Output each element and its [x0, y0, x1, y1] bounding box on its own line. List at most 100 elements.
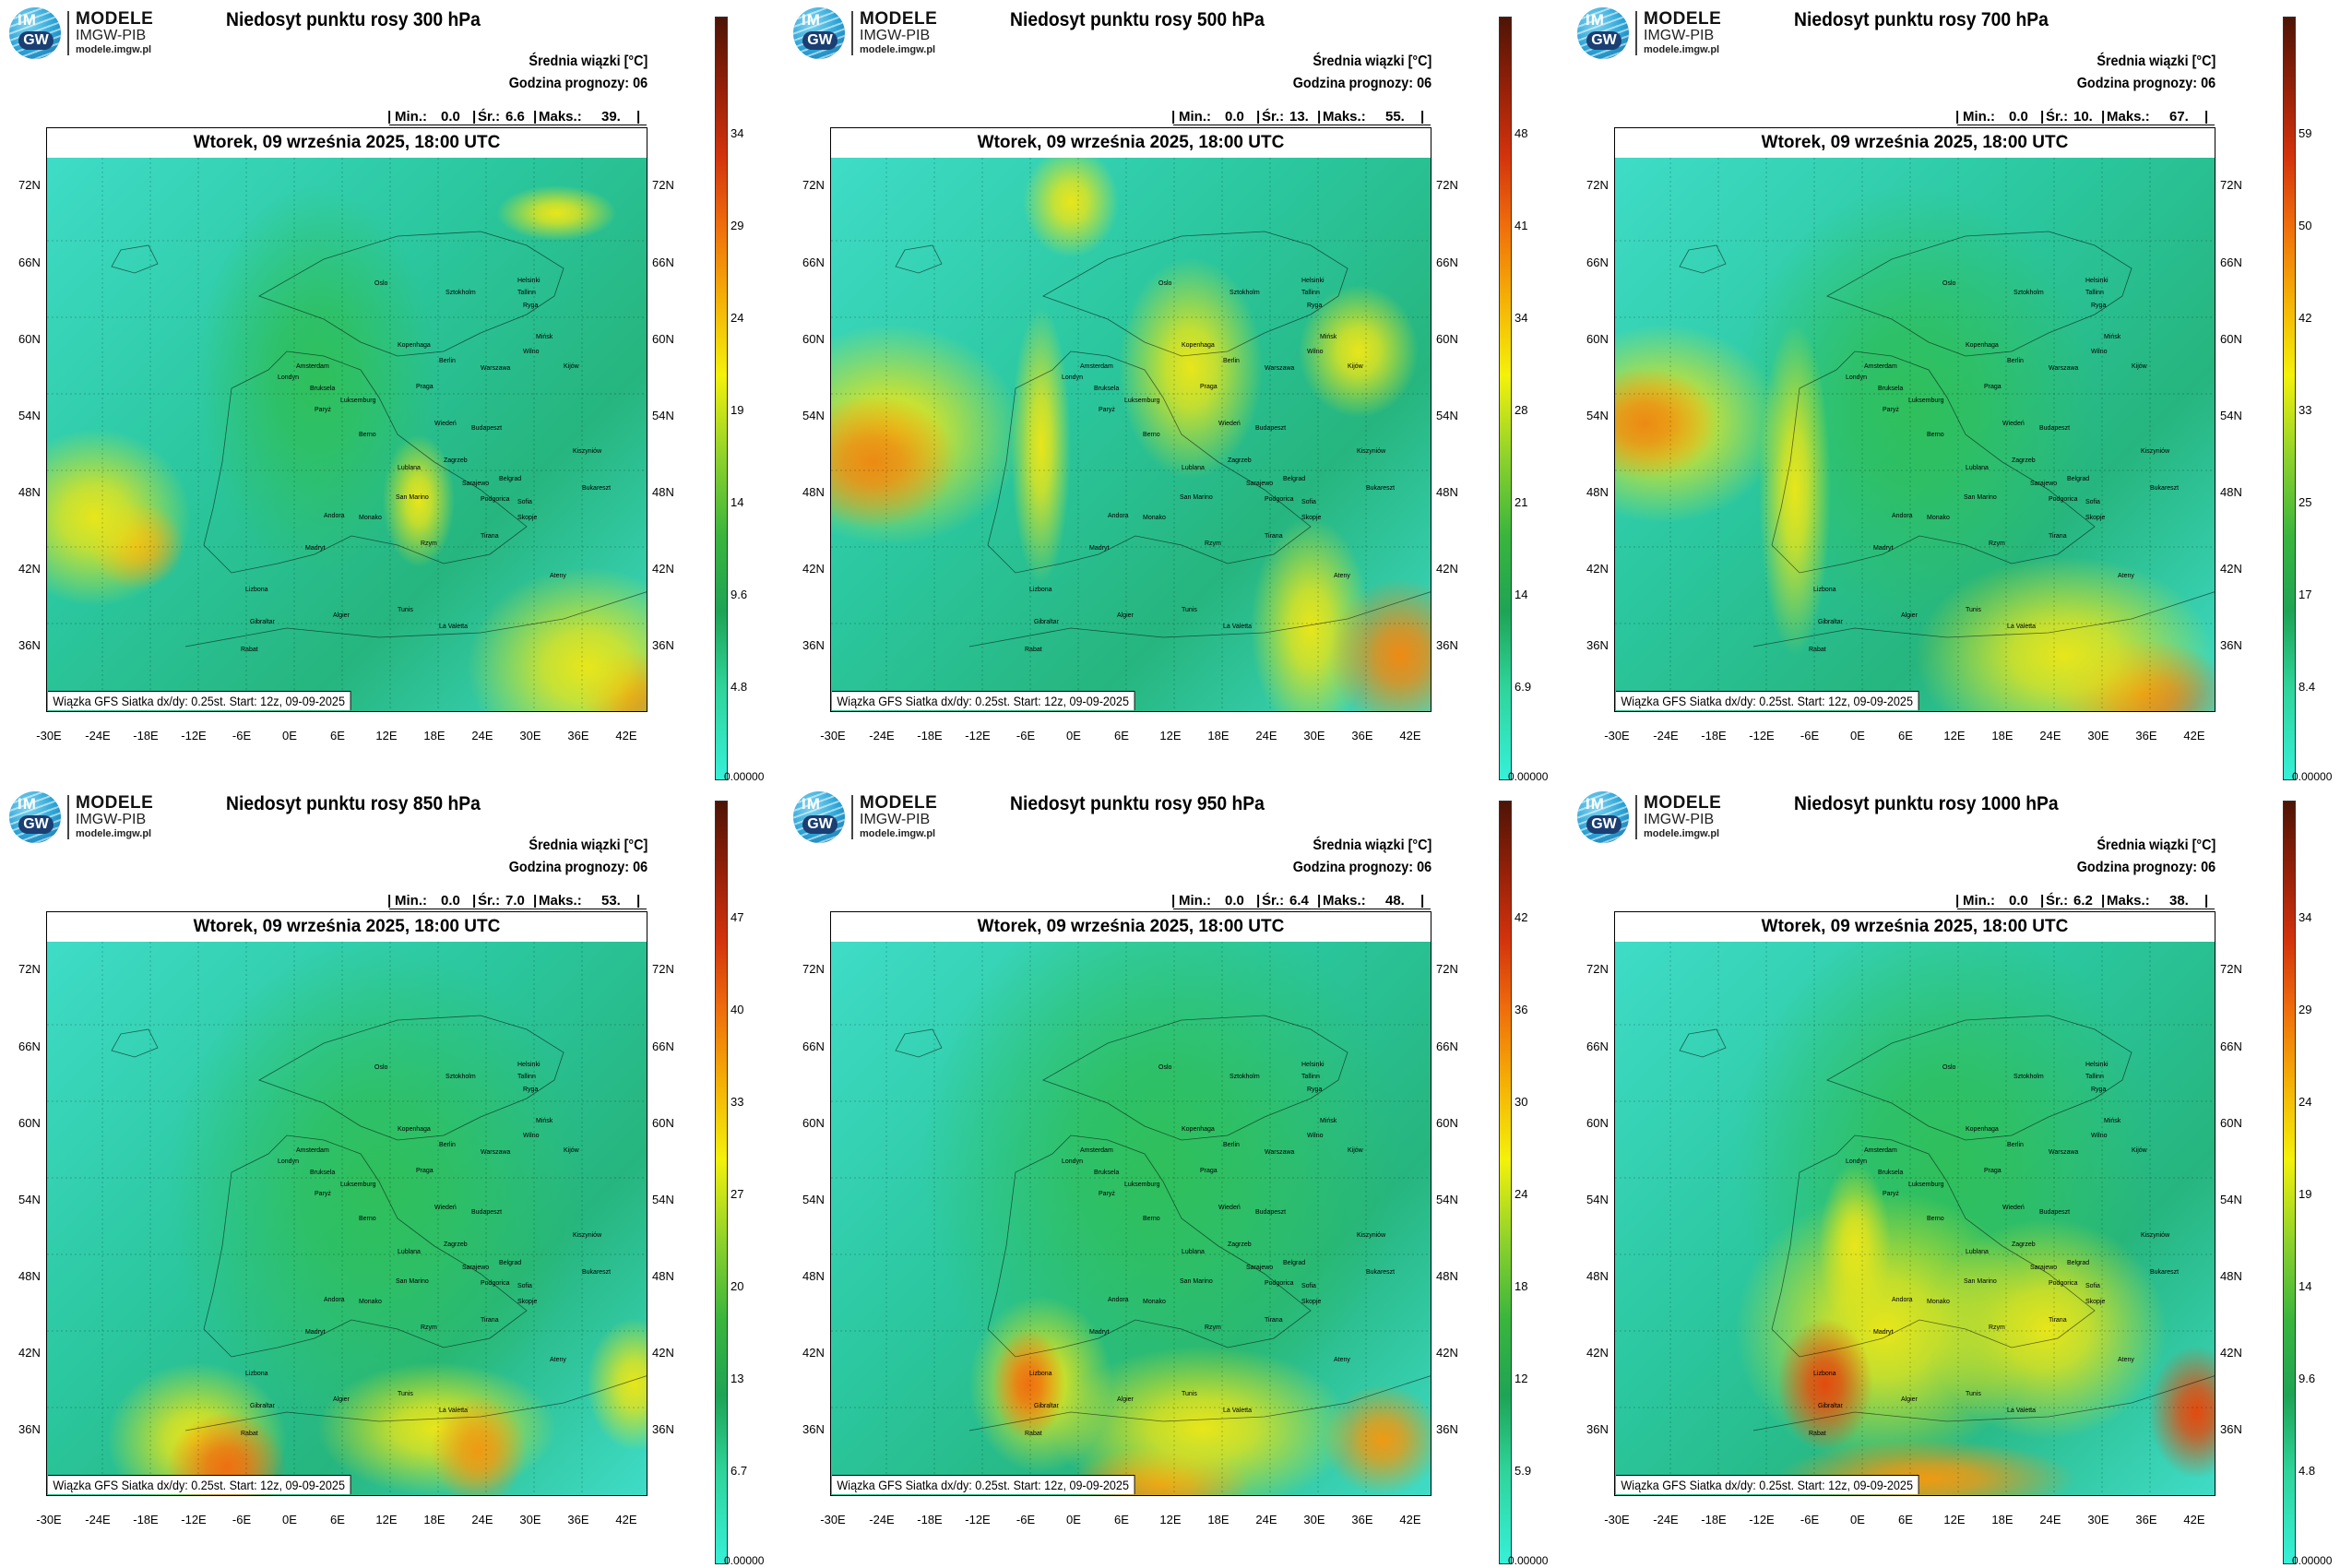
- stats-separator: |: [1955, 893, 1960, 909]
- map-frame[interactable]: Wtorek, 09 września 2025, 18:00 UTC Oslo S…: [830, 911, 1431, 1496]
- stats-value: Śr.:: [478, 109, 501, 125]
- city-label: Oslo: [374, 280, 388, 287]
- city-label: Bukareszt: [2150, 485, 2179, 492]
- lat-label: 36N: [652, 638, 674, 652]
- city-label: Belgrad: [1283, 1260, 1305, 1266]
- logo-divider: [851, 795, 853, 839]
- colorbar-tick: 28: [1515, 403, 1528, 417]
- map-frame[interactable]: Wtorek, 09 września 2025, 18:00 UTC Oslo S…: [830, 127, 1431, 712]
- city-label: Sarajewo: [2030, 481, 2057, 487]
- city-label: Bruksela: [1094, 1170, 1119, 1176]
- city-label: Rabat: [241, 647, 258, 653]
- imgw-logo[interactable]: IM GW MODELE IMGW-PIB modele.imgw.pl: [793, 7, 996, 61]
- dewpoint-deficit-field[interactable]: Oslo Sztokholm Helsinki Tallinn Ryga Wilno Miń…: [1615, 158, 2215, 711]
- city-label: Belgrad: [499, 476, 521, 482]
- city-label: Luksemburg: [1908, 1182, 1944, 1188]
- stats-separator: |: [2040, 109, 2045, 125]
- stats-value: Maks.:: [2107, 109, 2150, 125]
- lon-label: -30E: [820, 729, 846, 742]
- lat-label: 66N: [802, 1039, 825, 1053]
- city-label: Bruksela: [1094, 386, 1119, 392]
- lat-label: 54N: [1436, 1193, 1458, 1206]
- colorbar-tick: 41: [1515, 219, 1528, 232]
- colorbar-tick: 36: [1515, 1003, 1528, 1016]
- info-line-mean: Średnia wiązki [°C]: [529, 53, 647, 69]
- colorbar-tick: 4.8: [2299, 1464, 2316, 1478]
- city-label: Lizbona: [245, 1371, 268, 1377]
- city-label: Wiedeń: [1218, 421, 1241, 427]
- city-label: Warszawa: [481, 365, 511, 372]
- lon-label: -12E: [965, 729, 991, 742]
- city-label: Zagrzeb: [1228, 457, 1252, 464]
- city-label: Tunis: [398, 607, 413, 613]
- brand-site[interactable]: modele.imgw.pl: [76, 828, 152, 839]
- city-label: Tirana: [2049, 533, 2067, 540]
- city-label: Tallinn: [2085, 290, 2104, 296]
- lat-label: 48N: [652, 1269, 674, 1283]
- colorbar-tick: 34: [2299, 910, 2312, 924]
- map-frame[interactable]: Wtorek, 09 września 2025, 18:00 UTC Oslo S…: [46, 911, 647, 1496]
- colorbar-tick: 20: [731, 1279, 744, 1293]
- city-label: Paryż: [1883, 407, 1899, 413]
- logo-mark-top: IM: [1586, 795, 1605, 813]
- city-label: Paryż: [1099, 1191, 1115, 1197]
- lon-label: 0E: [1066, 1513, 1081, 1526]
- city-label: Mińsk: [536, 1118, 553, 1124]
- lat-label: 72N: [1586, 178, 1609, 192]
- city-label: Sarajewo: [462, 481, 489, 487]
- city-label: Algier: [1117, 612, 1134, 619]
- lon-label: 36E: [567, 729, 589, 742]
- stats-value: Śr.:: [2046, 109, 2069, 125]
- city-label: Ryga: [523, 1087, 538, 1093]
- city-label: Monako: [1927, 515, 1950, 521]
- stats-value: Min.:: [1179, 893, 1211, 909]
- lon-label: 30E: [519, 1513, 541, 1526]
- city-label: Wiedeń: [434, 1205, 457, 1211]
- stats-value: 6.4: [1289, 893, 1309, 909]
- city-label: Oslo: [1942, 1064, 1956, 1071]
- imgw-logo[interactable]: IM GW MODELE IMGW-PIB modele.imgw.pl: [1577, 791, 1780, 845]
- imgw-logo[interactable]: IM GW MODELE IMGW-PIB modele.imgw.pl: [9, 7, 212, 61]
- city-label: Mińsk: [1320, 1118, 1337, 1124]
- dewpoint-deficit-field[interactable]: Oslo Sztokholm Helsinki Tallinn Ryga Wilno Miń…: [47, 158, 647, 711]
- dewpoint-deficit-field[interactable]: Oslo Sztokholm Helsinki Tallinn Ryga Wilno Miń…: [831, 942, 1431, 1495]
- city-label: Rabat: [1809, 647, 1826, 653]
- map-frame[interactable]: Wtorek, 09 września 2025, 18:00 UTC Oslo S…: [46, 127, 647, 712]
- dewpoint-deficit-field[interactable]: Oslo Sztokholm Helsinki Tallinn Ryga Wilno Miń…: [47, 942, 647, 1495]
- imgw-logo[interactable]: IM GW MODELE IMGW-PIB modele.imgw.pl: [9, 791, 212, 845]
- colorbar-tick: 4.8: [731, 680, 748, 694]
- brand-site[interactable]: modele.imgw.pl: [1644, 828, 1720, 839]
- city-label: Tirana: [1265, 533, 1283, 540]
- colorbar-tick: 34: [1515, 311, 1528, 325]
- city-label: Budapeszt: [471, 425, 502, 432]
- city-label: Kiszyniów: [1357, 1232, 1386, 1239]
- city-label: Skopje: [517, 1299, 538, 1305]
- brand-site[interactable]: modele.imgw.pl: [860, 828, 936, 839]
- colorbar-tick: 42: [1515, 910, 1528, 924]
- map-frame[interactable]: Wtorek, 09 września 2025, 18:00 UTC Oslo S…: [1614, 911, 2215, 1496]
- lon-label: 12E: [1943, 1513, 1966, 1526]
- forecast-date: Wtorek, 09 września 2025, 18:00 UTC: [1615, 128, 2215, 159]
- brand-site[interactable]: modele.imgw.pl: [76, 44, 152, 55]
- city-label: Rzym: [421, 540, 437, 547]
- imgw-logo[interactable]: IM GW MODELE IMGW-PIB modele.imgw.pl: [793, 791, 996, 845]
- lon-label: -18E: [133, 1513, 159, 1526]
- logo-mark-bottom: GW: [18, 31, 53, 50]
- stats-value: Min.:: [1179, 109, 1211, 125]
- map-frame[interactable]: Wtorek, 09 września 2025, 18:00 UTC Oslo S…: [1614, 127, 2215, 712]
- brand-site[interactable]: modele.imgw.pl: [1644, 44, 1720, 55]
- dewpoint-deficit-field[interactable]: Oslo Sztokholm Helsinki Tallinn Ryga Wilno Miń…: [1615, 942, 2215, 1495]
- stats-separator: |: [1317, 109, 1322, 125]
- city-label: Ryga: [2091, 1087, 2106, 1093]
- dewpoint-deficit-field[interactable]: Oslo Sztokholm Helsinki Tallinn Ryga Wilno Miń…: [831, 158, 1431, 711]
- model-footer: Wiązka GFS Siatka dx/dy: 0.25st. Start: …: [48, 691, 351, 710]
- colorbar-tick: 24: [1515, 1187, 1528, 1201]
- city-label: Lublana: [1182, 465, 1205, 471]
- imgw-logo[interactable]: IM GW MODELE IMGW-PIB modele.imgw.pl: [1577, 7, 1780, 61]
- brand-site[interactable]: modele.imgw.pl: [860, 44, 936, 55]
- lon-label: -24E: [85, 1513, 111, 1526]
- city-label: Sztokholm: [445, 290, 476, 296]
- stats-value: Min.:: [395, 109, 427, 125]
- forecast-panel: IM GW MODELE IMGW-PIB modele.imgw.pl Niedosyt…: [1568, 0, 2352, 784]
- colorbar-tick: 8.4: [2299, 680, 2316, 694]
